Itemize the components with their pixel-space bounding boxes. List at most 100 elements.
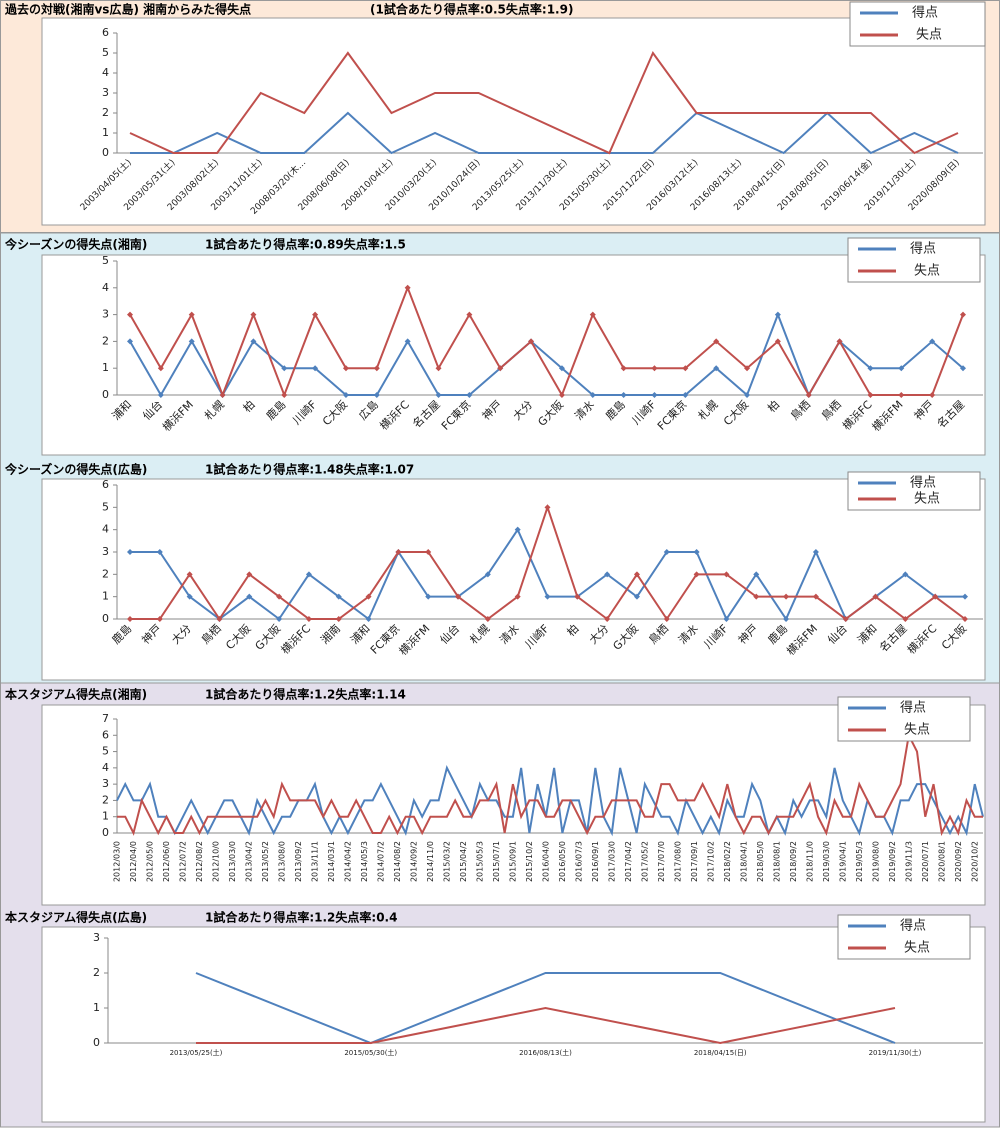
legend-label: 失点 (916, 28, 942, 43)
chart-subtitle: 1試合あたり得点率:0.89失点率:1.5 (205, 237, 406, 252)
marker (157, 392, 164, 398)
chart-box (41, 478, 986, 681)
y-tick-label: 2 (102, 106, 109, 119)
marker (186, 571, 193, 578)
marker (651, 392, 658, 398)
x-tick-label: 2018/11/0 (805, 841, 814, 882)
marker (589, 392, 596, 398)
x-tick-label: 2017/04/2 (624, 841, 633, 882)
y-tick-label: 6 (102, 728, 109, 741)
chart-subtitle: 1試合あたり得点率:1.2失点率:0.4 (205, 910, 397, 925)
marker (404, 338, 411, 345)
marker (528, 338, 535, 345)
x-tick-label: 2019/05/3 (855, 841, 864, 882)
legend-box (849, 1, 986, 47)
y-tick-label: 1 (93, 1001, 100, 1014)
x-tick-label: 2017/03/0 (607, 841, 616, 882)
series-line (196, 1006, 896, 1045)
y-tick-label: 0 (102, 826, 109, 839)
y-tick-label: 2 (102, 334, 109, 347)
x-tick-label: 2019/04/1 (838, 841, 847, 882)
x-tick-label: 2012/08/2 (195, 841, 204, 882)
marker (305, 616, 312, 622)
marker (544, 504, 551, 511)
chart-title: 今シーズンの得失点(湘南) (4, 237, 147, 252)
marker (902, 616, 909, 622)
marker (929, 338, 936, 345)
marker (312, 365, 319, 372)
x-tick-label: 2020/08/1 (937, 841, 946, 882)
y-tick-label: 4 (102, 761, 109, 774)
y-tick-label: 2 (93, 966, 100, 979)
marker (682, 392, 689, 398)
series-line (129, 50, 959, 155)
x-tick-label: 2015/10/2 (525, 841, 534, 882)
marker (713, 365, 720, 372)
marker (250, 311, 257, 318)
marker (651, 365, 658, 372)
y-tick-label: 6 (102, 26, 109, 39)
marker (276, 616, 283, 622)
marker (753, 593, 760, 600)
marker (872, 593, 879, 600)
series-line (195, 972, 896, 1045)
marker (867, 365, 874, 372)
x-tick-label: 2016/05/0 (558, 841, 567, 882)
chart-title: 本スタジアム得失点(湘南) (5, 687, 147, 702)
legend-box (847, 471, 981, 511)
marker (867, 392, 874, 398)
y-tick-label: 5 (102, 46, 109, 59)
x-tick-label: 2014/09/2 (409, 841, 418, 882)
marker (929, 392, 936, 398)
x-tick-label: 2014/05/3 (360, 841, 369, 882)
x-tick-label: 2018/09/2 (789, 841, 798, 882)
y-tick-label: 6 (102, 478, 109, 491)
marker (783, 593, 790, 600)
marker (544, 593, 551, 600)
chart-subtitle: 1試合あたり得点率:1.48失点率:1.07 (205, 462, 414, 477)
chart-subtitle: 1試合あたり得点率:1.2失点率:1.14 (205, 687, 406, 702)
y-tick-label: 5 (102, 500, 109, 513)
marker (898, 392, 905, 398)
marker (435, 392, 442, 398)
marker (960, 311, 966, 318)
marker (250, 338, 257, 345)
marker (365, 593, 372, 600)
marker (466, 311, 473, 318)
y-tick-label: 3 (102, 86, 109, 99)
x-tick-label: 2019/09/2 (888, 841, 897, 882)
marker (404, 284, 411, 291)
marker (188, 338, 195, 345)
marker (373, 392, 380, 398)
marker (281, 365, 288, 372)
series-line (129, 285, 964, 398)
x-tick-label: 2013/08/0 (277, 841, 286, 882)
x-tick-label: 2013/09/2 (294, 841, 303, 882)
marker (589, 311, 596, 318)
chart-title: 今シーズンの得失点(広島) (4, 462, 147, 477)
x-tick-label: 2013/11/1 (310, 841, 319, 882)
x-tick-label: 2017/07/0 (657, 841, 666, 882)
x-tick-label: 2013/05/2 (261, 841, 270, 882)
marker (604, 616, 611, 622)
x-tick-label: 2017/10/2 (706, 841, 715, 882)
y-tick-label: 1 (102, 126, 109, 139)
y-tick-label: 0 (102, 388, 109, 401)
y-tick-label: 4 (102, 66, 109, 79)
marker (127, 616, 133, 622)
y-tick-label: 0 (102, 612, 109, 625)
marker (693, 549, 700, 555)
chart-subtitle: (1試合あたり得点率:0.5失点率:1.9) (370, 2, 573, 17)
x-tick-label: 2017/08/0 (673, 841, 682, 882)
legend-label: 得点 (910, 241, 936, 257)
marker (281, 392, 288, 398)
marker (842, 616, 849, 622)
marker (620, 365, 627, 372)
marker (484, 571, 491, 578)
marker (604, 571, 611, 578)
marker (514, 526, 521, 533)
y-tick-label: 7 (102, 712, 109, 725)
marker (633, 593, 640, 600)
x-tick-label: 2013/05/25(土) (170, 1048, 223, 1057)
